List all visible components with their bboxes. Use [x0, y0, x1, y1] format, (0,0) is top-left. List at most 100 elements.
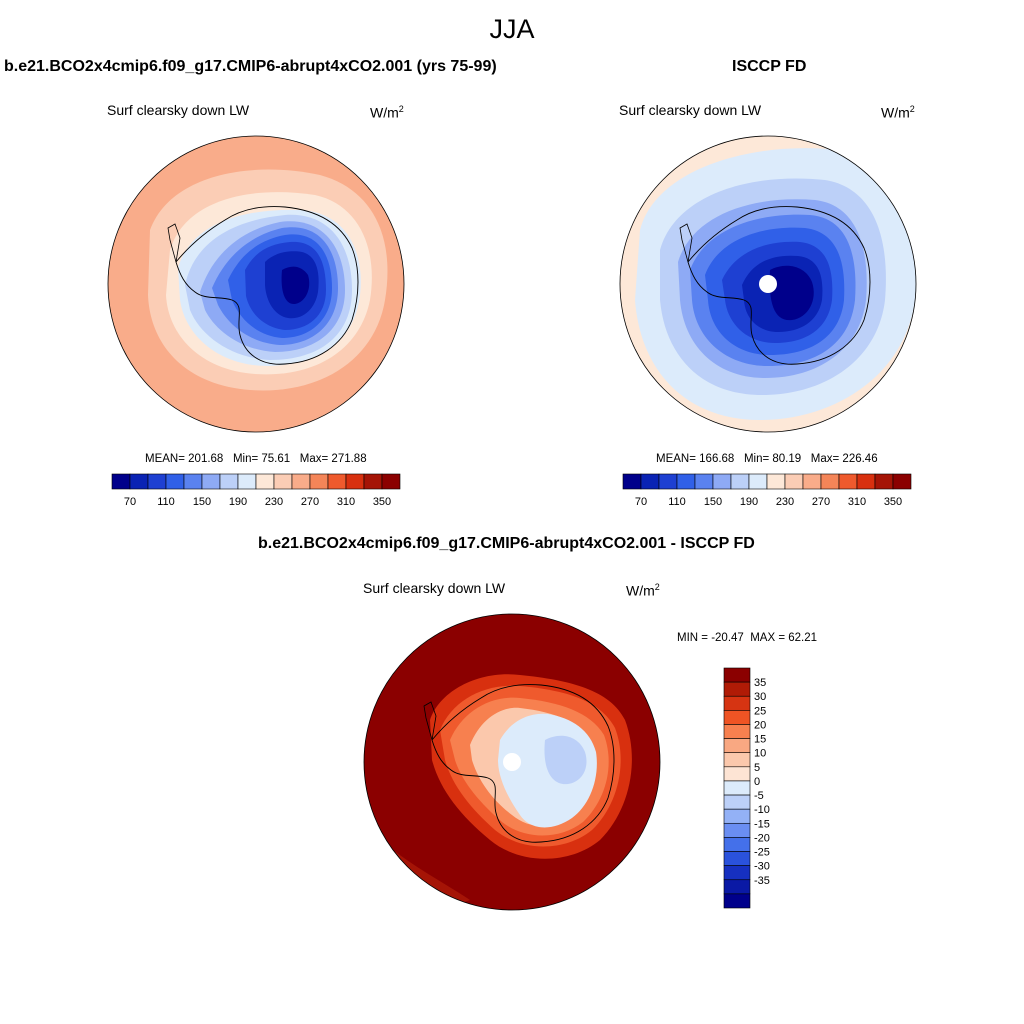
- colorbar-box: [183, 473, 203, 490]
- colorbar-box: [345, 473, 365, 490]
- colorbar-box: [255, 473, 275, 490]
- panel2-units: W/m2: [881, 104, 915, 121]
- colorbar-tick-label: -10: [754, 804, 770, 816]
- colorbar-box: [723, 738, 751, 754]
- colorbar-tick-label: 190: [740, 496, 758, 508]
- colorbar-box: [723, 667, 751, 683]
- colorbar-box: [381, 473, 401, 490]
- panel3-units: W/m2: [626, 582, 660, 599]
- colorbar-tick-label: 70: [635, 496, 647, 508]
- colorbar-box: [327, 473, 347, 490]
- colorbar-box: [892, 473, 912, 490]
- colorbar-box: [766, 473, 786, 490]
- colorbar-box: [273, 473, 293, 490]
- colorbar-tick-label: 70: [124, 496, 136, 508]
- colorbar-tick-label: 15: [754, 734, 766, 746]
- colorbar-tick-label: -5: [754, 790, 764, 802]
- colorbar-box: [291, 473, 311, 490]
- colorbar-tick-label: -15: [754, 818, 770, 830]
- colorbar-box: [723, 752, 751, 768]
- panel2-field-label: Surf clearsky down LW: [619, 102, 762, 118]
- colorbar-tick-label: -35: [754, 875, 770, 887]
- season-title: JJA: [489, 14, 535, 44]
- colorbar-tick-label: 20: [754, 719, 766, 731]
- colorbar-box: [802, 473, 822, 490]
- panel3-field-label: Surf clearsky down LW: [363, 580, 506, 596]
- colorbar-box: [723, 851, 751, 866]
- colorbar-box: [723, 695, 751, 711]
- colorbar-box: [748, 473, 768, 490]
- colorbar-box: [874, 473, 894, 490]
- colorbar-box: [676, 473, 696, 490]
- colorbar-box: [723, 794, 751, 810]
- colorbar-box: [309, 473, 329, 490]
- panel1-units: W/m2: [370, 104, 404, 121]
- colorbar-box: [856, 473, 876, 490]
- colorbar-tick-label: -30: [754, 861, 770, 873]
- panel2-colorbar: 70 110 150 190 230 270 310 350: [622, 473, 912, 508]
- colorbar-tick-label: 0: [754, 776, 760, 788]
- colorbar-box: [694, 473, 714, 490]
- colorbar-box: [838, 473, 858, 490]
- colorbar-box: [723, 837, 751, 852]
- colorbar-tick-label: 350: [373, 496, 391, 508]
- panel1-colorbar: 70 110 150 190 230 270 310 350: [111, 473, 401, 508]
- colorbar-box: [723, 808, 751, 824]
- panel1-title: b.e21.BCO2x4cmip6.f09_g17.CMIP6-abrupt4x…: [4, 58, 497, 75]
- colorbar-box: [219, 473, 239, 490]
- colorbar-tick-label: 310: [337, 496, 355, 508]
- colorbar-tick-label: 270: [301, 496, 319, 508]
- colorbar-tick-label: 10: [754, 748, 766, 760]
- colorbar-box: [723, 766, 751, 782]
- panel3-minmax: MIN = -20.47 MAX = 62.21: [677, 632, 818, 644]
- map-difference: [363, 613, 661, 911]
- colorbar-tick-label: 110: [157, 496, 175, 508]
- colorbar-box: [723, 865, 751, 881]
- colorbar-tick-label: 190: [229, 496, 247, 508]
- colorbar-tick-label: 150: [193, 496, 211, 508]
- colorbar-tick-label: 30: [754, 691, 766, 703]
- colorbar-box: [730, 473, 750, 490]
- panel2-stats: MEAN= 166.68 Min= 80.19 Max= 226.46: [656, 453, 878, 465]
- colorbar-box: [723, 724, 751, 739]
- colorbar-box: [201, 473, 221, 490]
- colorbar-box: [147, 473, 167, 490]
- map-model: [107, 135, 405, 433]
- colorbar-box: [165, 473, 185, 490]
- colorbar-box: [820, 473, 840, 490]
- colorbar-box: [723, 893, 751, 909]
- colorbar-box: [363, 473, 383, 490]
- colorbar-box: [723, 710, 751, 725]
- colorbar-tick-label: -25: [754, 847, 770, 859]
- colorbar-box: [784, 473, 804, 490]
- colorbar-box: [658, 473, 678, 490]
- colorbar-box: [237, 473, 257, 490]
- colorbar-box: [723, 780, 751, 796]
- colorbar-tick-label: 150: [704, 496, 722, 508]
- panel1-field-label: Surf clearsky down LW: [107, 102, 250, 118]
- colorbar-tick-label: 310: [848, 496, 866, 508]
- colorbar-tick-label: 110: [668, 496, 686, 508]
- map-isccp: [619, 135, 917, 433]
- colorbar-tick-label: 350: [884, 496, 902, 508]
- colorbar-tick-label: 5: [754, 762, 760, 774]
- panel3-title: b.e21.BCO2x4cmip6.f09_g17.CMIP6-abrupt4x…: [258, 535, 755, 552]
- colorbar-box: [129, 473, 149, 490]
- colorbar-tick-label: 35: [754, 677, 766, 689]
- colorbar-box: [723, 822, 751, 838]
- colorbar-tick-label: 230: [265, 496, 283, 508]
- colorbar-box: [622, 473, 642, 490]
- colorbar-box: [712, 473, 732, 490]
- panel2-title: ISCCP FD: [732, 58, 807, 75]
- colorbar-tick-label: 270: [812, 496, 830, 508]
- colorbar-tick-label: 25: [754, 705, 766, 717]
- colorbar-tick-label: 230: [776, 496, 794, 508]
- colorbar-box: [111, 473, 131, 490]
- colorbar-box: [640, 473, 660, 490]
- colorbar-tick-label: -20: [754, 832, 770, 844]
- panel3-colorbar: 35 30 25 20 15 10 5 0 -5 -10 -15 -20 -25 -30 -35: [723, 667, 770, 909]
- panel1-stats: MEAN= 201.68 Min= 75.61 Max= 271.88: [145, 453, 367, 465]
- colorbar-box: [723, 879, 751, 895]
- colorbar-box: [723, 681, 751, 697]
